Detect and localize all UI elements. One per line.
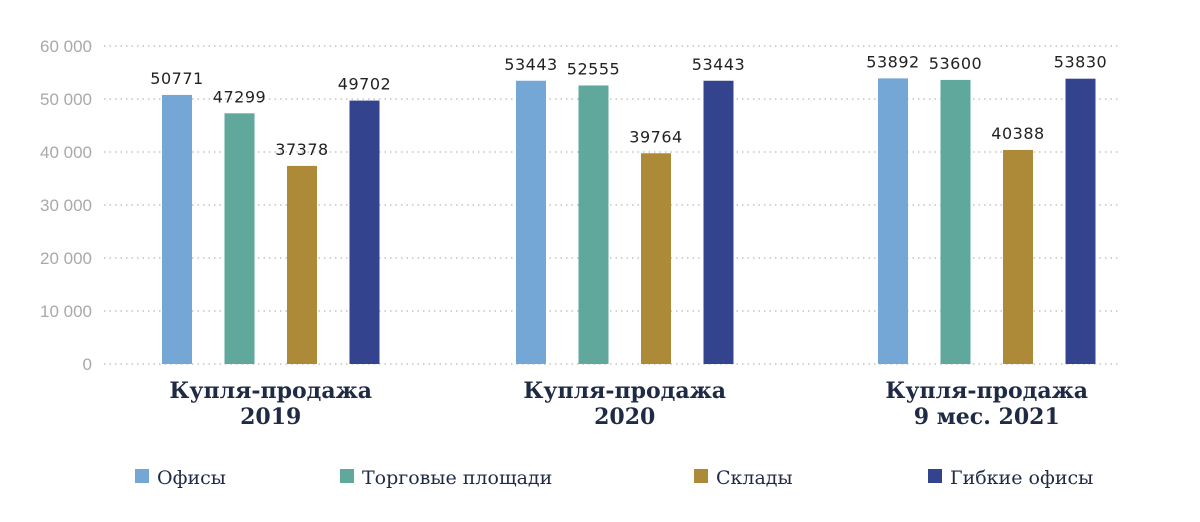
category-label: 9 мес. 2021 [914, 404, 1060, 430]
data-label: 53892 [866, 52, 919, 71]
bar [578, 85, 609, 365]
legend-label: Склады [716, 467, 793, 489]
category-label: Купля-продажа [885, 378, 1088, 404]
data-label: 49702 [338, 75, 391, 94]
bar [1003, 149, 1033, 364]
bar [940, 79, 971, 365]
bar [703, 80, 734, 364]
bar [162, 94, 192, 364]
category-label: Купля-продажа [523, 378, 726, 404]
data-label: 52555 [567, 59, 620, 78]
bar [287, 165, 317, 364]
bars [162, 78, 1096, 365]
y-tick-label: 50 000 [40, 90, 92, 109]
bar [878, 78, 908, 364]
legend-swatch [135, 469, 149, 483]
data-label: 53830 [1054, 53, 1107, 72]
legend: Офисы Торговые площади Склады Гибкие офисы [135, 467, 1093, 489]
data-label: 47299 [213, 87, 266, 106]
category-label: 2020 [594, 404, 655, 430]
bar [349, 100, 380, 364]
y-tick-label: 20 000 [40, 249, 92, 268]
data-labels: 50771 47299 37378 49702 53443 52555 39764 53443… [150, 52, 1107, 159]
y-tick-label: 0 [83, 355, 92, 374]
data-label: 40388 [991, 124, 1044, 143]
legend-swatch [928, 469, 942, 483]
legend-swatch [340, 469, 354, 483]
bar [224, 113, 255, 364]
category-label: 2019 [240, 404, 301, 430]
bar [1065, 78, 1096, 365]
y-tick-label: 10 000 [40, 302, 92, 321]
legend-label: Офисы [157, 467, 226, 489]
data-label: 39764 [629, 127, 682, 146]
y-axis: 0 10 000 20 000 30 000 40 000 50 000 60 000 [40, 37, 92, 374]
data-label: 53600 [929, 54, 982, 73]
y-tick-label: 40 000 [40, 143, 92, 162]
category-labels: Купля-продажа2019Купля-продажа2020Купля-… [169, 378, 1088, 430]
category-label: Купля-продажа [169, 378, 372, 404]
y-tick-label: 30 000 [40, 196, 92, 215]
data-label: 50771 [150, 69, 203, 88]
legend-label: Гибкие офисы [950, 467, 1093, 489]
y-tick-label: 60 000 [40, 37, 92, 56]
data-label: 53443 [504, 55, 557, 74]
bar [516, 80, 546, 364]
data-label: 53443 [692, 55, 745, 74]
legend-label: Торговые площади [362, 467, 552, 489]
legend-swatch [694, 469, 708, 483]
data-label: 37378 [275, 140, 328, 159]
bar [641, 153, 671, 364]
